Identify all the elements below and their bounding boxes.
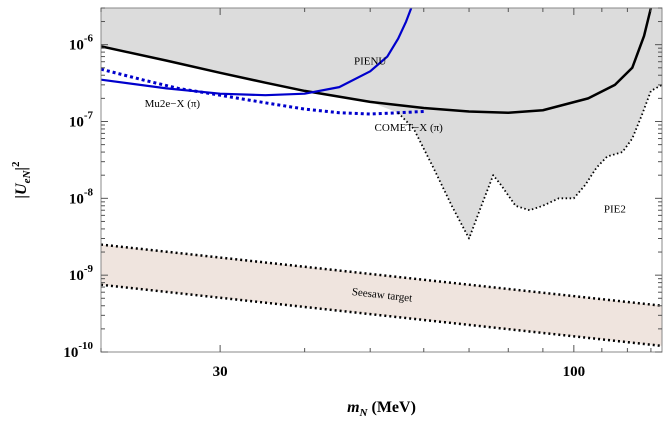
seesaw-band-lower-edge bbox=[101, 283, 662, 348]
seesaw-band-fill bbox=[101, 244, 662, 346]
y-axis-title-group: |UeN|2 bbox=[10, 161, 33, 198]
y-tick-label: 10-7 bbox=[69, 109, 94, 130]
series-layer bbox=[101, 8, 662, 240]
excluded-region-fill bbox=[101, 8, 662, 239]
series-line-comet-x bbox=[101, 67, 424, 116]
ticks-layer: 30 100 10-10 10-9 10-8 10-7 10-6 bbox=[63, 7, 662, 380]
y-axis-title-main: |U bbox=[13, 182, 30, 199]
series-line-pienu bbox=[101, 8, 653, 114]
seesaw-band-upper-edge bbox=[101, 243, 662, 307]
y-tick-label: 10-8 bbox=[69, 186, 94, 207]
y-axis-title-sup: 2 bbox=[10, 161, 22, 167]
annotation-comet-x: COMET−X (π) bbox=[375, 122, 444, 134]
annotation-mu2e-x: Mu2e−X (π) bbox=[145, 98, 201, 110]
y-axis-title-close: | bbox=[13, 167, 30, 171]
y-axis-title-sub: eN bbox=[21, 170, 33, 184]
series-line-pie2 bbox=[397, 84, 662, 240]
y-axis-title: |UeN|2 bbox=[10, 161, 33, 198]
x-axis-title-main: m bbox=[347, 399, 359, 416]
y-tick-label: 10-9 bbox=[69, 263, 94, 284]
annotation-pienu: PIENU bbox=[354, 56, 386, 68]
annotation-pie2: PIE2 bbox=[604, 204, 626, 216]
y-tick-label: 10-6 bbox=[69, 33, 94, 54]
x-tick-label: 30 bbox=[213, 364, 228, 380]
x-axis-title-unit: (MeV) bbox=[367, 399, 415, 416]
x-tick-label: 100 bbox=[563, 364, 586, 380]
x-axis-title: mN (MeV) bbox=[347, 399, 416, 419]
seesaw-band-layer bbox=[101, 243, 662, 348]
excluded-region-layer bbox=[101, 8, 662, 239]
x-axis-title-sub: N bbox=[359, 407, 369, 419]
plot-frame bbox=[100, 7, 663, 353]
y-tick-label: 10-10 bbox=[63, 340, 93, 361]
